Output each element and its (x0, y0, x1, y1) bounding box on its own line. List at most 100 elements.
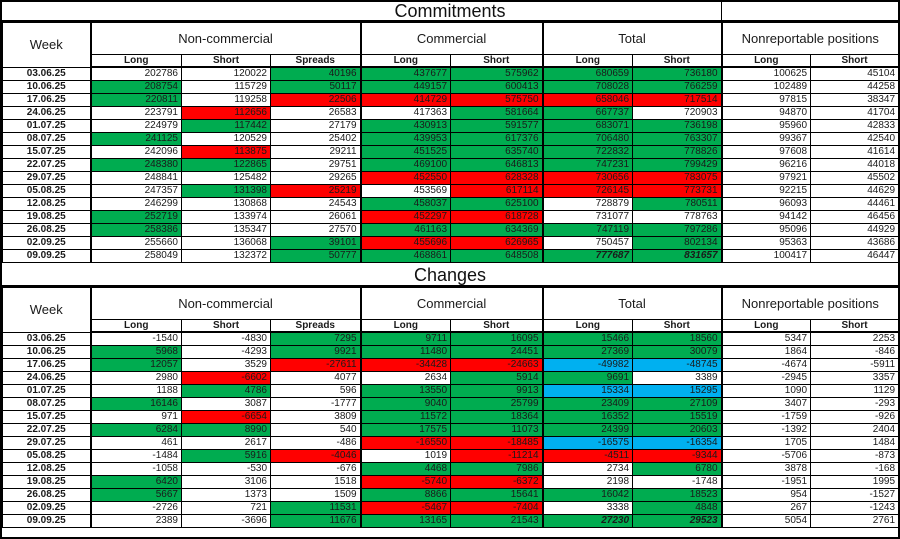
value-cell: 777687 (541, 249, 634, 263)
week-cell: 19.08.25 (2, 475, 91, 489)
value-cell: 458037 (359, 197, 452, 211)
group-header-total: Total (541, 22, 723, 55)
value-cell: 96216 (720, 158, 812, 172)
value-cell: -2945 (720, 371, 812, 385)
value-cell: 747119 (541, 223, 634, 237)
value-cell: 773731 (632, 184, 723, 198)
value-cell: 731077 (541, 210, 634, 224)
value-cell: 802134 (632, 236, 723, 250)
section-commitments: Commitments Week Non-commercial Commercial… (2, 2, 898, 263)
value-cell: 27570 (269, 223, 362, 237)
table-row: 09.09.25 258049 132372 50777 468861 648508 777… (2, 249, 898, 263)
value-cell: 25219 (269, 184, 362, 198)
subcolumn-header-short: Short (181, 54, 271, 68)
value-cell: 1484 (810, 436, 898, 450)
value-cell: 17575 (359, 423, 452, 437)
value-cell: 125482 (181, 171, 271, 185)
value-cell: 50117 (269, 80, 362, 94)
value-cell: 50777 (269, 249, 362, 263)
value-cell: 667737 (541, 106, 634, 120)
value-cell: 2634 (359, 371, 452, 385)
value-cell: 16352 (541, 410, 634, 424)
value-cell: 799429 (632, 158, 723, 172)
value-cell: 617114 (450, 184, 544, 198)
group-header-row: Week Non-commercial Commercial Total Nonrepo… (2, 22, 898, 68)
value-cell: 4848 (632, 501, 723, 515)
value-cell: 634369 (450, 223, 544, 237)
week-cell: 03.06.25 (2, 66, 91, 81)
subcolumn-header-long: Long (89, 54, 182, 68)
table-row: 02.09.25 -2726 721 11531 -5467 -7404 3338 4848 2… (2, 501, 898, 515)
week-cell: 29.07.25 (2, 171, 91, 185)
week-cell: 24.06.25 (2, 106, 91, 120)
value-cell: -4674 (720, 358, 812, 372)
value-cell: 27109 (632, 397, 723, 411)
value-cell: 44461 (810, 197, 898, 211)
table-row: 01.07.25 1188 4786 596 13550 9913 15334 15295 10… (2, 384, 898, 398)
value-cell: 24399 (541, 423, 634, 437)
value-cell: 16095 (450, 331, 544, 346)
value-cell: 736180 (632, 66, 723, 81)
value-cell: 7986 (450, 462, 544, 476)
value-cell: -1748 (632, 475, 723, 489)
value-cell: 954 (720, 488, 812, 502)
value-cell: 26583 (269, 106, 362, 120)
value-cell: 131398 (181, 184, 271, 198)
value-cell: 26061 (269, 210, 362, 224)
subcolumn-header-spreads: Spreads (269, 54, 362, 68)
value-cell: 728879 (541, 197, 634, 211)
commitments-title: Commitments (394, 1, 506, 21)
value-cell: -3696 (181, 514, 271, 528)
value-cell: 1995 (810, 475, 898, 489)
value-cell: 44629 (810, 184, 898, 198)
value-cell: 267 (720, 501, 812, 515)
value-cell: 29211 (269, 145, 362, 159)
value-cell: 258049 (89, 249, 182, 263)
value-cell: -6602 (181, 371, 271, 385)
week-cell: 02.09.25 (2, 501, 91, 515)
value-cell: 27179 (269, 119, 362, 133)
value-cell: 778763 (632, 210, 723, 224)
value-cell: 628328 (450, 171, 544, 185)
value-cell: 831657 (632, 249, 723, 263)
value-cell: 437677 (359, 66, 452, 81)
value-cell: -24663 (450, 358, 544, 372)
value-cell: 45104 (810, 66, 898, 81)
value-cell: -486 (269, 436, 362, 450)
group-header-commercial: Commercial (359, 22, 544, 55)
value-cell: -34428 (359, 358, 452, 372)
value-cell: 766259 (632, 80, 723, 94)
value-cell: 1373 (181, 488, 271, 502)
value-cell: 8990 (181, 423, 271, 437)
value-cell: 591577 (450, 119, 544, 133)
changes-title: Changes (413, 265, 487, 285)
value-cell: 102489 (720, 80, 812, 94)
value-cell: 600413 (450, 80, 544, 94)
value-cell: 97815 (720, 93, 812, 107)
sub-header-row: Long Short Spreads Long Short Long Short Long Sh… (3, 54, 898, 68)
sub-header-row: Long Short Spreads Long Short Long Short Long Sh… (3, 319, 898, 333)
value-cell: -16354 (632, 436, 723, 450)
value-cell: 722832 (541, 145, 634, 159)
value-cell: 13165 (359, 514, 452, 528)
value-cell: 708028 (541, 80, 634, 94)
value-cell: 133974 (181, 210, 271, 224)
table-row: 01.07.25 224979 117442 27179 430913 591577 683… (2, 119, 898, 133)
value-cell: 469100 (359, 158, 452, 172)
value-cell: 99367 (720, 132, 812, 146)
value-cell: 15466 (541, 331, 634, 346)
value-cell: 5667 (89, 488, 182, 502)
value-cell: 224979 (89, 119, 182, 133)
value-cell: -16550 (359, 436, 452, 450)
week-cell: 05.08.25 (2, 184, 91, 198)
value-cell: 24451 (450, 345, 544, 359)
week-column-header: Week (2, 287, 91, 333)
value-cell: 9040 (359, 397, 452, 411)
value-cell: 135347 (181, 223, 271, 237)
value-cell: 45502 (810, 171, 898, 185)
value-cell: 3087 (181, 397, 271, 411)
value-cell: 252719 (89, 210, 182, 224)
value-cell: 581664 (450, 106, 544, 120)
value-cell: 9711 (359, 331, 452, 346)
value-cell: 21543 (450, 514, 544, 528)
